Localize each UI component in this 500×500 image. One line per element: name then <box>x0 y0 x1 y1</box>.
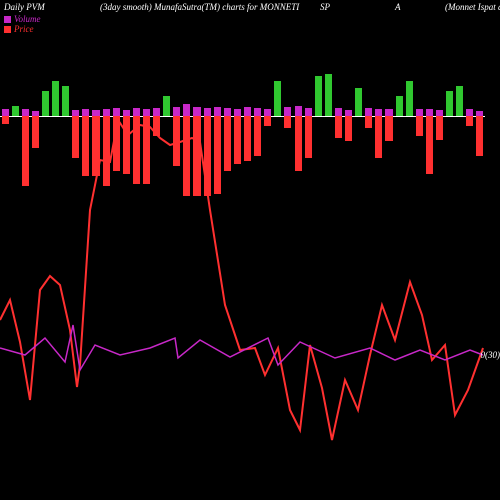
legend-price-label: Price <box>14 24 34 34</box>
header-right: (Monnet Ispat and Ene <box>445 2 500 12</box>
legend-item-volume: Volume <box>4 14 41 24</box>
legend: Volume Price <box>4 14 41 34</box>
legend-item-price: Price <box>4 24 41 34</box>
header-a: A <box>395 2 401 12</box>
price-swatch <box>4 26 11 33</box>
chart-header: Daily PVM (3day smooth) MunafaSutra(TM) … <box>0 0 500 30</box>
price-line <box>0 120 483 440</box>
legend-volume-label: Volume <box>14 14 41 24</box>
header-sp: SP <box>320 2 330 12</box>
volume-swatch <box>4 16 11 23</box>
end-label: 0(30) <box>481 350 500 360</box>
header-title: Daily PVM <box>4 2 45 12</box>
lines-svg <box>0 90 485 500</box>
chart-area <box>0 90 485 500</box>
header-subtitle: (3day smooth) MunafaSutra(TM) charts for… <box>100 2 299 12</box>
